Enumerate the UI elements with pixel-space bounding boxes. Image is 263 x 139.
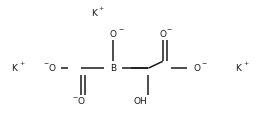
Text: +: + [98,6,104,11]
Text: B: B [110,64,116,73]
Text: −: − [118,26,123,31]
Text: K: K [235,64,241,73]
Text: O: O [110,30,117,39]
Text: +: + [19,61,24,66]
Text: −: − [72,94,77,99]
Text: K: K [91,9,97,18]
Text: +: + [243,61,248,66]
Text: O: O [159,30,166,39]
Text: K: K [12,64,17,73]
Text: −: − [43,60,49,65]
Text: O: O [49,64,56,73]
Text: OH: OH [134,97,148,106]
Text: −: − [201,60,206,65]
Text: O: O [77,97,84,106]
Text: O: O [193,64,200,73]
Text: −: − [166,26,172,31]
